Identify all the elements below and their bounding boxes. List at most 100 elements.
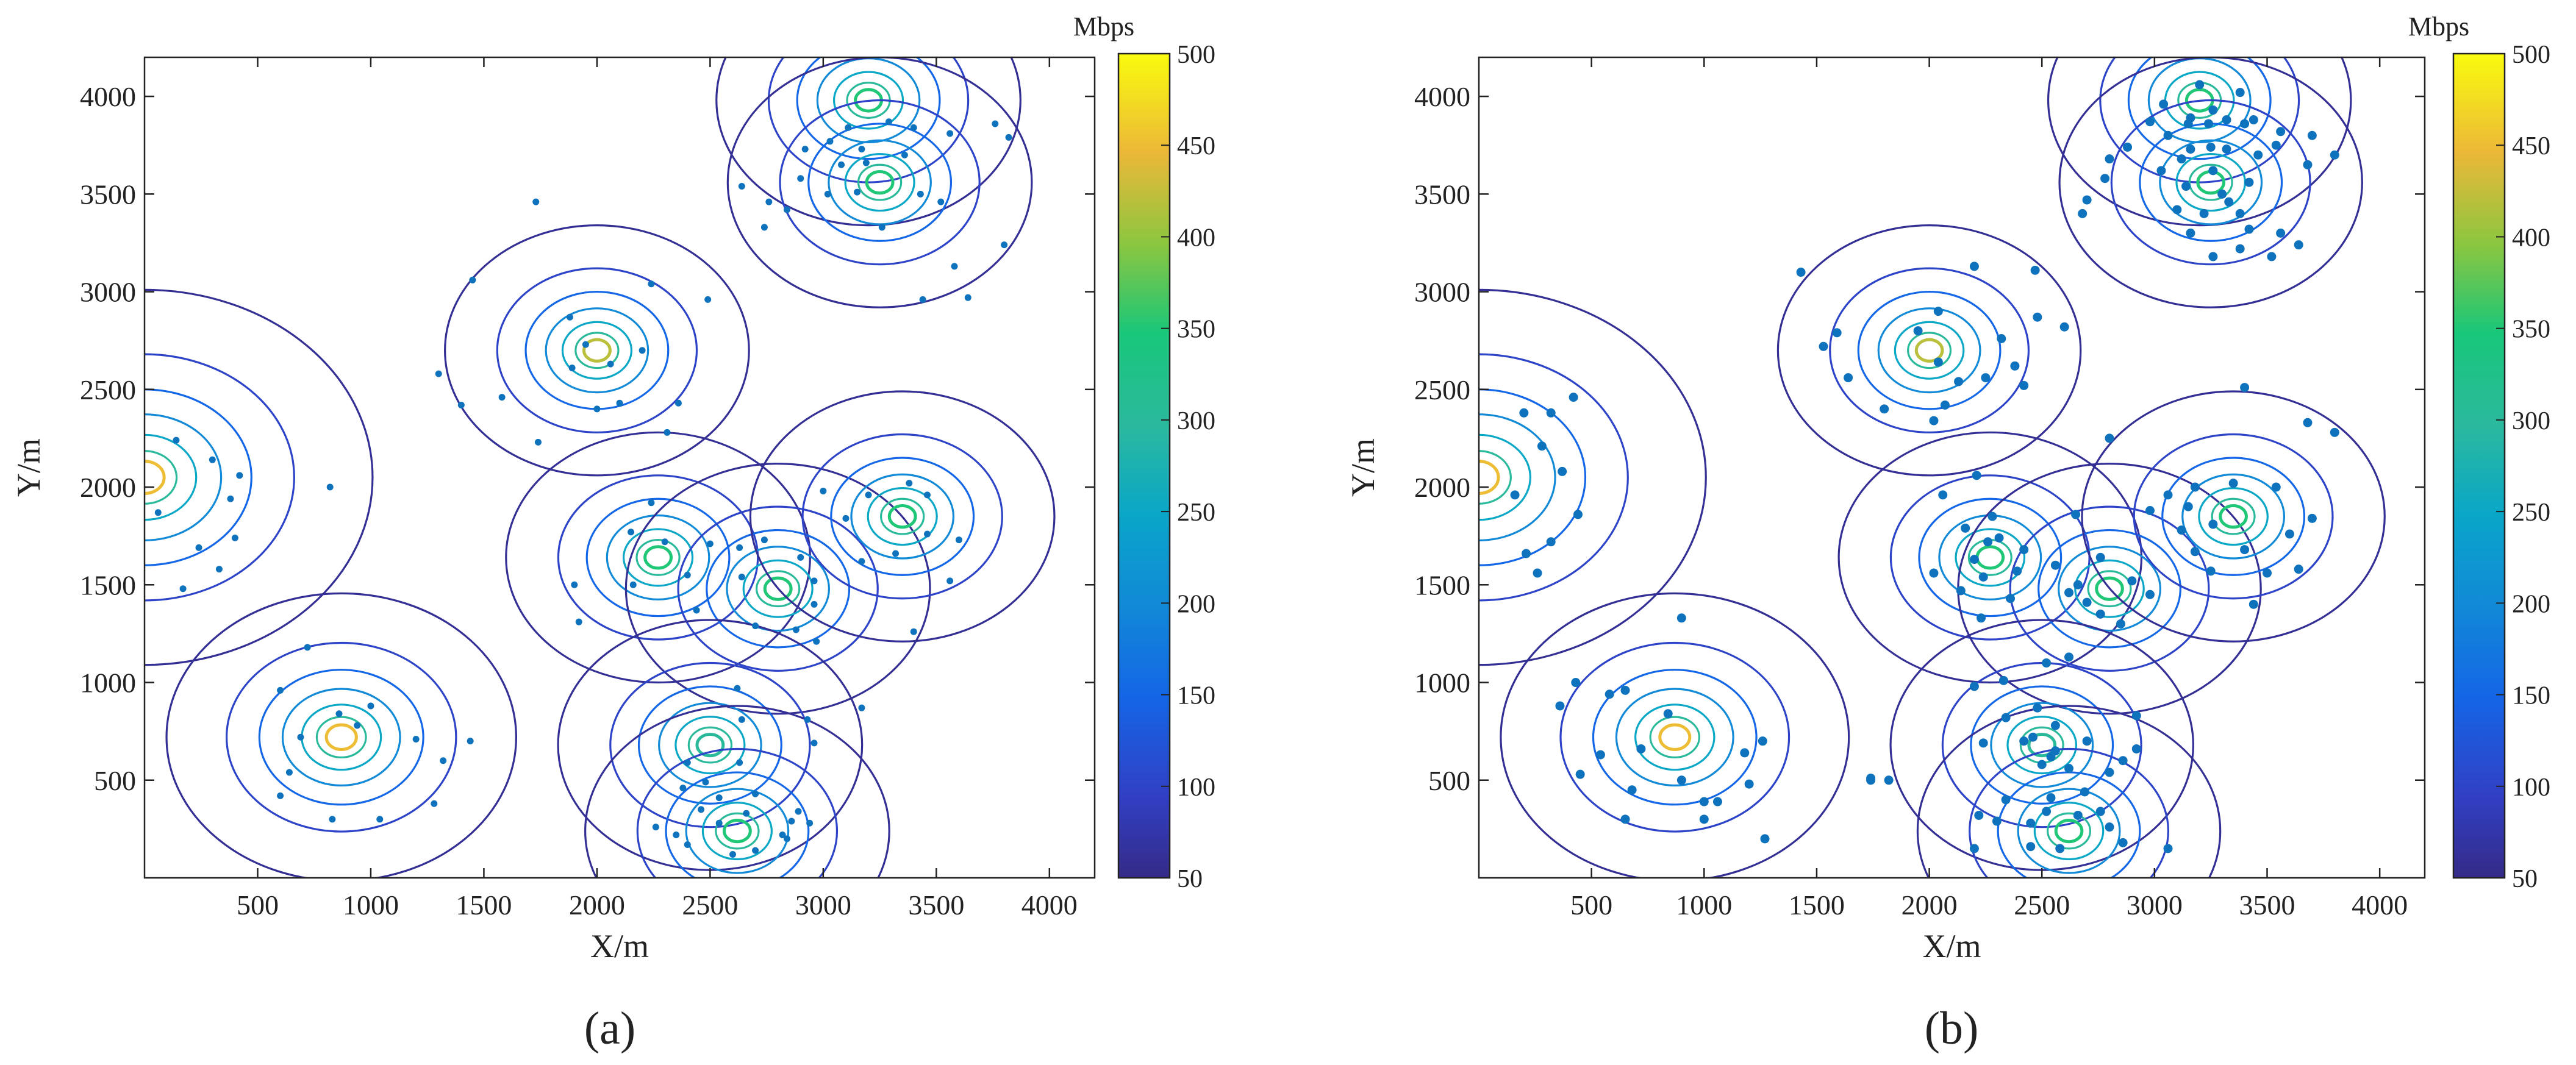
user-point: [892, 550, 900, 557]
user-point: [2163, 490, 2173, 500]
user-point: [878, 224, 886, 231]
user-point: [1636, 744, 1646, 753]
user-point: [575, 618, 582, 625]
user-point: [195, 544, 202, 551]
contour-ring: [1615, 688, 1734, 787]
contour-ring: [2099, 57, 2300, 183]
contour-ring: [2188, 163, 2233, 201]
contour-ring: [742, 559, 814, 618]
user-point: [919, 296, 926, 303]
contour-ring: [2027, 732, 2057, 758]
contour-ring: [1634, 703, 1716, 771]
user-point: [797, 554, 804, 561]
contour-ring: [1479, 288, 1707, 666]
user-point: [1992, 816, 2002, 826]
user-point: [2267, 252, 2277, 262]
user-point: [2186, 144, 2195, 154]
colorbar-unit-label: Mbps: [2408, 12, 2469, 41]
user-point: [910, 124, 917, 131]
user-point: [1997, 333, 2006, 343]
contour-ring: [2054, 818, 2084, 844]
user-point: [2078, 208, 2088, 218]
contour-ring: [2017, 788, 2121, 874]
user-point: [2050, 721, 2060, 730]
colorbar: [2452, 52, 2506, 879]
panel-label: (a): [584, 1003, 635, 1054]
user-point: [1983, 537, 1993, 547]
user-point: [1546, 408, 1556, 418]
user-point: [2186, 228, 2195, 238]
user-point: [2303, 160, 2313, 169]
user-point: [440, 757, 447, 764]
user-point: [431, 800, 438, 807]
user-point: [1832, 328, 1842, 338]
contour-ring: [557, 474, 759, 641]
user-point: [566, 313, 573, 321]
contour-ring: [677, 505, 879, 672]
user-point: [1620, 685, 1630, 695]
user-point: [1913, 326, 1923, 336]
user-point: [1546, 537, 1556, 547]
user-point: [736, 544, 743, 551]
contour-ring: [715, 57, 1021, 227]
user-point: [304, 644, 311, 651]
user-point: [992, 120, 999, 127]
user-point: [367, 702, 374, 710]
user-point: [937, 198, 945, 205]
user-point: [1533, 568, 1542, 578]
user-point: [2073, 580, 2083, 589]
user-point: [1005, 134, 1012, 141]
user-point: [752, 790, 759, 797]
x-tick-label: 2500: [682, 889, 738, 921]
user-point: [329, 816, 336, 823]
user-point: [964, 294, 971, 301]
user-point: [865, 491, 872, 499]
user-point: [858, 558, 865, 565]
user-point: [2163, 130, 2173, 140]
user-point: [738, 573, 745, 580]
user-point: [752, 847, 759, 854]
contour-ring: [2038, 529, 2181, 649]
user-point: [2095, 807, 2105, 816]
user-point: [2163, 844, 2173, 853]
user-point: [2033, 312, 2042, 322]
user-point: [845, 124, 852, 131]
user-point: [2224, 197, 2234, 207]
user-point: [1994, 533, 2004, 543]
contour-ring: [1592, 669, 1758, 806]
user-point: [1933, 307, 1943, 316]
user-point: [1981, 373, 1991, 383]
colorbar-tick-label: 500: [2512, 41, 2550, 69]
user-point: [715, 794, 723, 802]
user-point: [736, 759, 743, 766]
user-point: [326, 483, 334, 491]
user-point: [1699, 797, 1709, 807]
contour-ring: [801, 433, 1003, 600]
user-point: [702, 778, 709, 786]
contour-ring: [643, 545, 673, 570]
contour-ring: [1776, 224, 2082, 477]
contour-ring: [545, 307, 649, 394]
contour-ring: [1479, 433, 1531, 521]
user-point: [277, 792, 284, 799]
user-point: [2294, 565, 2303, 574]
user-point: [2235, 88, 2245, 98]
contour-ring: [844, 153, 915, 212]
user-point: [179, 585, 187, 593]
y-axis-label: Y/m: [1345, 438, 1381, 497]
contour-ring: [609, 661, 811, 828]
user-point: [784, 835, 791, 842]
user-point: [729, 851, 736, 858]
contour-ring: [496, 267, 698, 433]
contour-ring: [1649, 716, 1701, 759]
user-point: [2105, 154, 2114, 164]
user-point: [616, 399, 623, 407]
contour-ring: [1857, 290, 2002, 410]
user-point: [2131, 744, 2141, 753]
user-point: [335, 710, 343, 718]
y-tick-label: 1500: [1414, 569, 1470, 600]
user-point: [1972, 471, 1981, 480]
contour-ring: [763, 576, 793, 601]
user-point: [2095, 552, 2105, 562]
